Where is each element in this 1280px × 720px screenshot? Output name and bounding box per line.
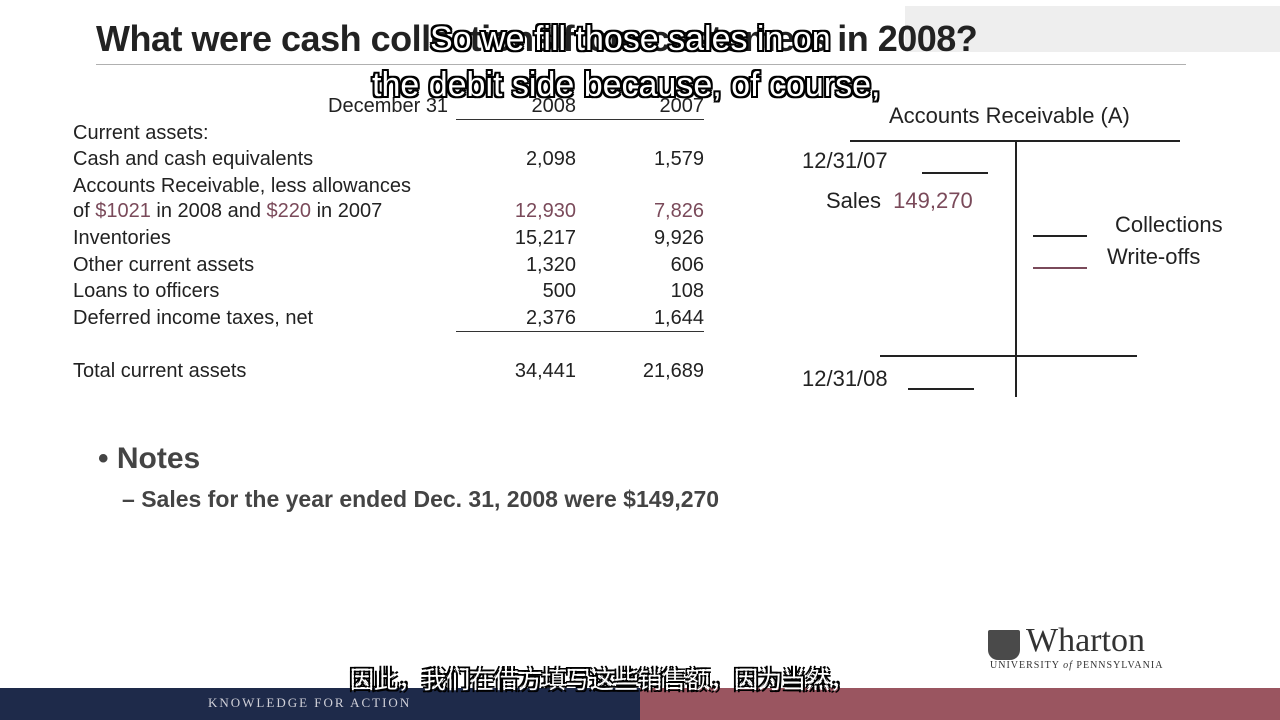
header-2007: 2007 — [659, 95, 705, 117]
collections-label: Collections — [1115, 212, 1223, 237]
row-inventories-2008: 15,217 — [514, 227, 576, 249]
ar-allowance-2007: $220 — [266, 200, 312, 222]
logo-wordmark: Wharton — [1026, 622, 1145, 659]
notes-item: – Sales for the year ended Dec. 31, 2008… — [122, 486, 719, 513]
logo-univ-pre: UNIVERSITY — [990, 660, 1064, 671]
ar-of: of — [73, 200, 96, 222]
t-account-vertical-bar — [1015, 142, 1017, 397]
row-ar-2007: 7,826 — [653, 200, 704, 222]
title-divider — [96, 64, 1186, 65]
ar-in-2008: in 2008 and — [150, 200, 267, 222]
row-label-other: Other current assets — [73, 254, 255, 276]
row-label-ar: Accounts Receivable, less allowances — [73, 175, 411, 197]
notes-item-text: Sales for the year ended Dec. 31, 2008 w… — [141, 486, 720, 512]
writeoffs-label: Write-offs — [1107, 244, 1201, 269]
row-ar-2008: 12,930 — [514, 200, 576, 222]
ar-in-2007: in 2007 — [311, 200, 383, 222]
notes-heading-text: Notes — [116, 442, 201, 475]
row-total-2008: 34,441 — [514, 360, 576, 382]
row-label-total: Total current assets — [73, 360, 247, 382]
ar-allowance-2008: $1021 — [95, 200, 151, 222]
footer-right-band — [640, 688, 1280, 720]
row-other-2007: 606 — [670, 254, 704, 276]
t-account-closing-bar — [880, 355, 1137, 357]
subtitle-line-1: So we fill those sales in on — [430, 20, 831, 58]
dash-marker: – — [122, 486, 135, 512]
row-label-ar-line2: of $1021 in 2008 and $220 in 2007 — [73, 200, 382, 223]
closing-date: 12/31/08 — [802, 366, 888, 391]
closing-balance-blank — [908, 388, 974, 390]
logo-univ-of: of — [1063, 660, 1073, 671]
shield-icon — [988, 630, 1020, 660]
section-label: Current assets: — [73, 122, 209, 144]
row-deferred-2007: 1,644 — [653, 307, 704, 329]
sales-entry: Sales 149,270 — [826, 188, 973, 214]
subtitle-chinese: 因此，我们在借方填写这些销售额，因为当然， — [350, 667, 854, 694]
slide-title: What were cash collections from customer… — [96, 18, 978, 59]
row-inventories-2007: 9,926 — [653, 227, 704, 249]
wharton-logo: Wharton UNIVERSITY of PENNSYLVANIA — [988, 622, 1188, 672]
row-cash-2007: 1,579 — [653, 148, 704, 170]
footer-left-band — [0, 688, 640, 720]
collections-blank — [1033, 235, 1087, 237]
row-loans-2007: 108 — [670, 280, 704, 302]
t-account-top-bar — [850, 140, 1180, 142]
t-account-title: Accounts Receivable (A) — [889, 103, 1130, 128]
row-total-2007: 21,689 — [642, 360, 704, 382]
total-rule — [456, 331, 704, 332]
logo-university: UNIVERSITY of PENNSYLVANIA — [990, 660, 1163, 671]
row-label-deferred: Deferred income taxes, net — [73, 307, 314, 329]
row-loans-2008: 500 — [542, 280, 576, 302]
bullet-dot: • — [98, 442, 109, 475]
row-cash-2008: 2,098 — [525, 148, 576, 170]
header-december: December 31 — [328, 95, 449, 117]
row-label-loans: Loans to officers — [73, 280, 220, 302]
title-overlay-box — [905, 6, 1280, 52]
subtitle-line-2: the debit side because, of course, — [372, 66, 881, 104]
logo-univ-post: PENNSYLVANIA — [1072, 660, 1164, 671]
footer-tagline: KNOWLEDGE FOR ACTION — [208, 695, 412, 710]
row-label-cash: Cash and cash equivalents — [73, 148, 314, 170]
header-2008: 2008 — [531, 95, 577, 117]
row-deferred-2008: 2,376 — [525, 307, 576, 329]
header-rule — [456, 119, 704, 120]
row-other-2008: 1,320 — [525, 254, 576, 276]
notes-heading: • Notes — [98, 442, 200, 476]
sales-label: Sales — [826, 188, 882, 213]
sales-value: 149,270 — [893, 188, 973, 213]
row-label-inventories: Inventories — [73, 227, 171, 249]
opening-balance-blank — [922, 172, 988, 174]
opening-date: 12/31/07 — [802, 148, 888, 173]
writeoffs-blank — [1033, 267, 1087, 269]
